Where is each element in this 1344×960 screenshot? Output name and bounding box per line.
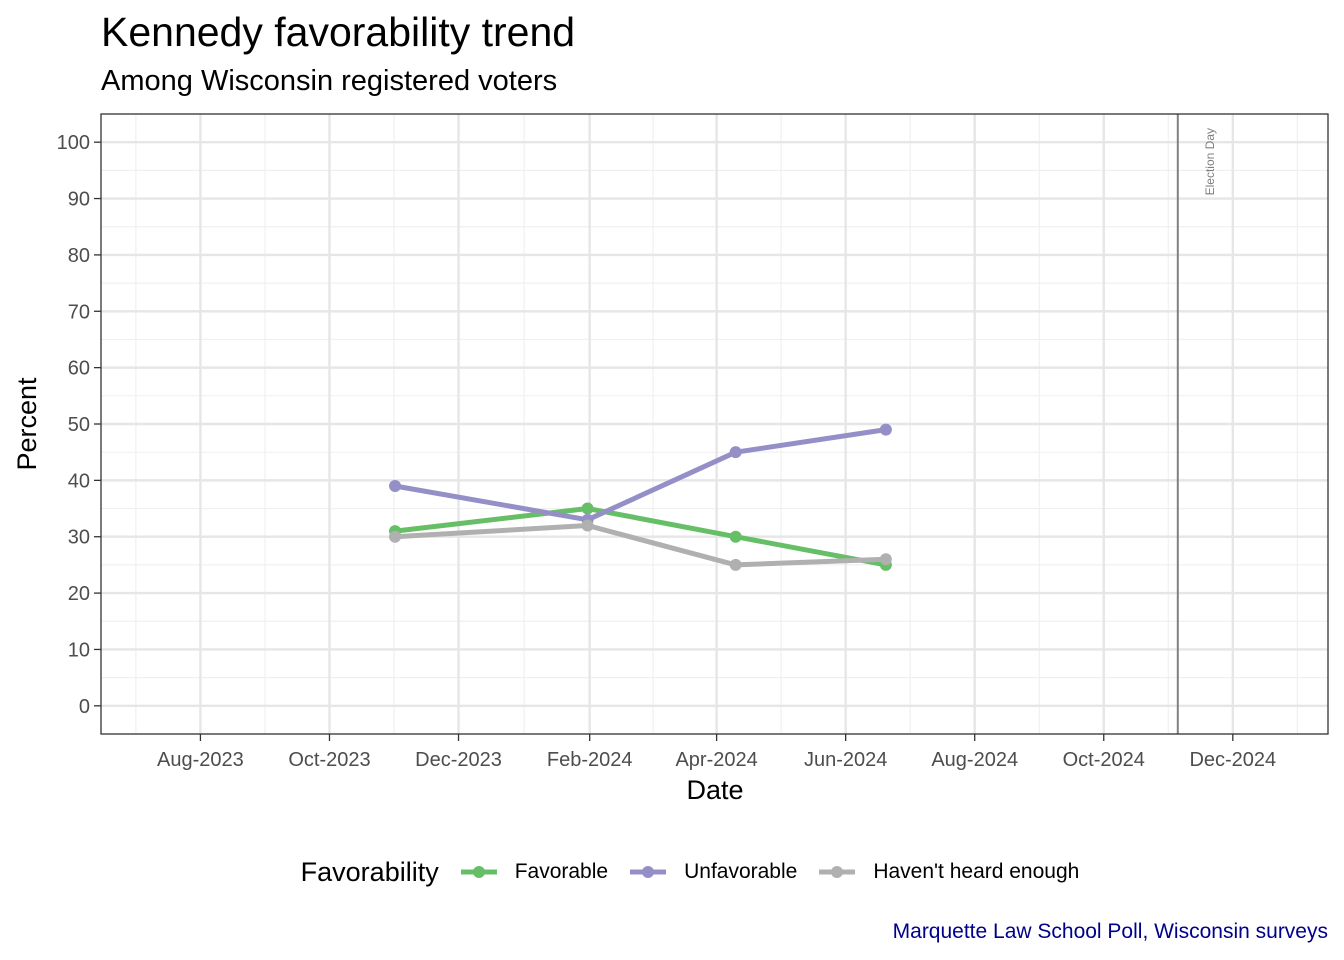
x-axis: Aug-2023 Oct-2023 Dec-2023 Feb-2024 Apr-2024… [157,734,1276,771]
legend-key [630,866,667,878]
data-point [879,553,892,566]
y-tick-label: 40 [68,470,90,492]
x-tick-label: Apr-2024 [675,749,757,771]
election-day-label: Election Day [1203,128,1217,195]
y-tick-label: 20 [68,583,90,605]
y-tick-label: 0 [79,696,90,718]
series-layer [389,423,892,571]
x-tick-label: Aug-2024 [931,749,1018,771]
y-tick-label: 10 [68,639,90,661]
legend-item: Favorable [459,857,608,887]
x-tick-label: Dec-2023 [415,749,502,771]
x-tick-label: Feb-2024 [547,749,633,771]
legend-label: Unfavorable [684,860,798,883]
y-tick-label: 90 [68,189,90,211]
data-point [729,530,742,543]
legend-label: Favorable [514,860,609,883]
legend-key [819,866,856,878]
election-day-marker: Election Day [1176,114,1217,734]
data-point [581,519,594,532]
y-tick-label: 60 [68,358,90,380]
legend-item: Haven't heard enough [817,857,1079,887]
chart-subtitle: Among Wisconsin registered voters [101,65,558,97]
major-gridlines [101,114,1328,734]
series-haven-t-heard-enough [389,519,892,571]
data-point [729,446,742,459]
legend-title: Favorability [300,856,439,887]
chart-title: Kennedy favorability trend [101,9,576,55]
legend-key [460,866,497,878]
data-point [879,423,892,436]
y-tick-label: 50 [68,414,90,436]
series-unfavorable [389,423,892,526]
data-point [581,502,594,515]
series-line [394,427,887,523]
legend: Favorability Favorable Unfavorable Haven't… [0,852,1344,892]
y-tick-label: 100 [57,132,90,154]
x-tick-label: Oct-2024 [1063,749,1145,771]
y-tick-label: 30 [68,527,90,549]
legend-item: Unfavorable [628,857,797,887]
legend-label: Haven't heard enough [873,860,1080,883]
y-tick-label: 70 [68,301,90,323]
series-line [394,523,886,568]
x-axis-title: Date [686,775,743,805]
source-caption: Marquette Law School Poll, Wisconsin sur… [892,920,1328,943]
data-point [389,480,402,492]
y-axis: 0 10 20 30 40 50 60 70 80 90 100 [57,132,101,718]
x-tick-label: Jun-2024 [804,749,887,771]
y-axis-title: Percent [12,377,42,471]
y-tick-label: 80 [68,245,90,267]
data-point [389,530,402,543]
x-tick-label: Oct-2023 [288,749,370,771]
series-line [394,506,887,568]
x-tick-label: Aug-2023 [157,749,244,771]
x-tick-label: Dec-2024 [1189,749,1276,771]
data-point [729,558,742,571]
